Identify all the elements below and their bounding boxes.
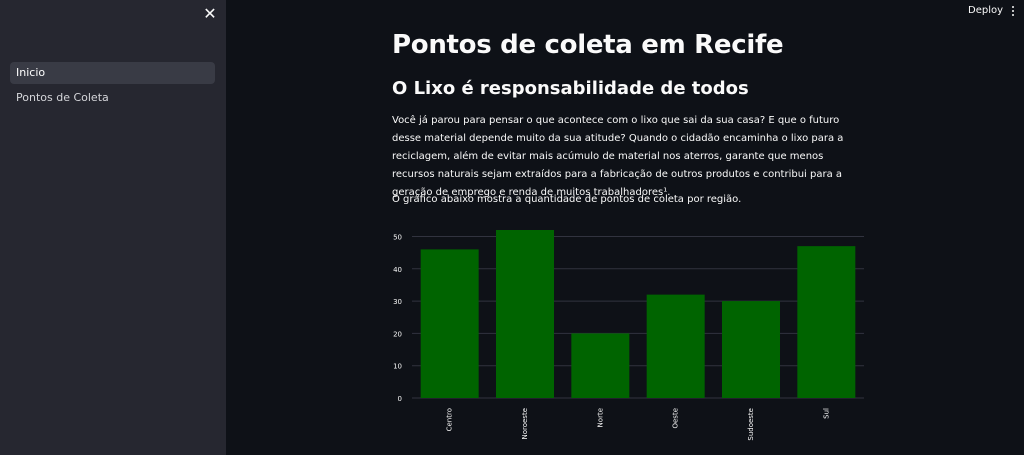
- close-sidebar-icon[interactable]: ✕: [203, 4, 217, 23]
- x-tick-label: Oeste: [672, 408, 680, 429]
- bar-sudoeste[interactable]: [722, 301, 780, 398]
- x-tick-label: Sul: [822, 408, 830, 419]
- x-tick-label: Sudoeste: [747, 408, 755, 441]
- y-tick-label: 10: [393, 363, 402, 371]
- more-options-icon[interactable]: [1008, 4, 1018, 18]
- sidebar: ✕ Inicio Pontos de Coleta: [0, 0, 226, 455]
- bar-chart: 0 10 20 30 40 50 Centro Noroeste Norte Oeste Sudoe…: [393, 230, 864, 441]
- section-heading: O Lixo é responsabilidade de todos: [392, 78, 749, 99]
- y-tick-label: 30: [393, 298, 402, 306]
- x-tick-label: Noroeste: [521, 408, 529, 440]
- sidebar-item-inicio[interactable]: Inicio: [10, 62, 215, 84]
- bar-noroeste[interactable]: [496, 230, 554, 398]
- bar-centro[interactable]: [420, 249, 479, 398]
- deploy-button[interactable]: Deploy: [968, 5, 1004, 16]
- bar-norte[interactable]: [571, 333, 630, 398]
- x-tick-label: Norte: [596, 408, 604, 427]
- page-title: Pontos de coleta em Recife: [392, 30, 784, 60]
- y-tick-label: 50: [393, 233, 402, 241]
- y-tick-label: 20: [393, 330, 402, 338]
- bar-sul[interactable]: [797, 246, 856, 398]
- sidebar-nav: Inicio Pontos de Coleta: [10, 62, 215, 112]
- bar-oeste[interactable]: [646, 294, 705, 398]
- sidebar-item-pontos-de-coleta[interactable]: Pontos de Coleta: [16, 91, 109, 104]
- y-tick-label: 0: [398, 395, 402, 403]
- chart-intro-text: O gráfico abaixo mostra a quantidade de …: [392, 194, 742, 205]
- intro-paragraph: Você já parou para pensar o que acontece…: [392, 115, 844, 198]
- x-tick-label: Centro: [446, 408, 454, 431]
- y-tick-label: 40: [393, 266, 402, 274]
